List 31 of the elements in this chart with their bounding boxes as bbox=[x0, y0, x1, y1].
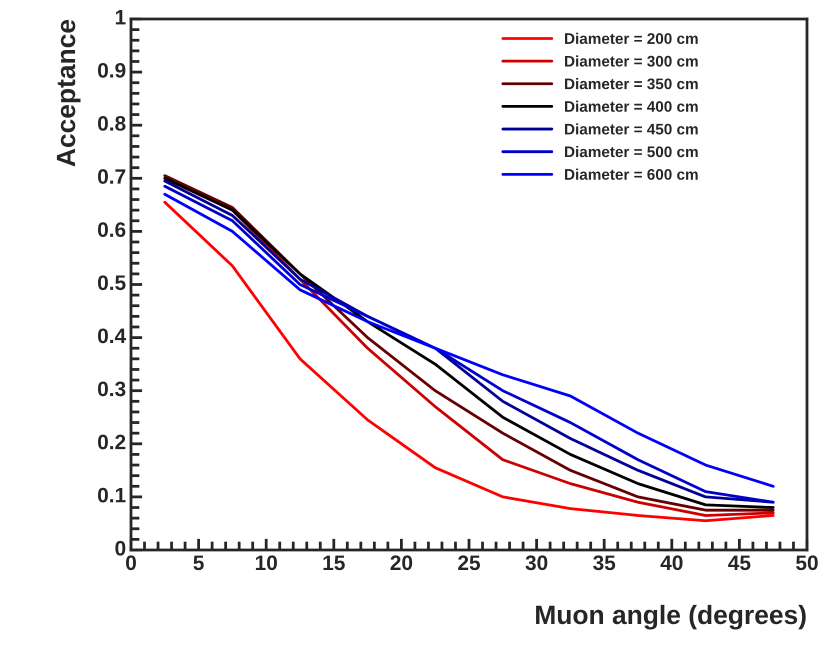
x-tick-label: 25 bbox=[458, 555, 480, 570]
legend-label: Diameter = 300 cm bbox=[565, 55, 698, 67]
legend-label: Diameter = 600 cm bbox=[565, 168, 698, 180]
x-axis-title: Muon angle (degrees) bbox=[536, 604, 806, 630]
x-tick-label: 50 bbox=[796, 555, 818, 570]
legend-label: Diameter = 500 cm bbox=[565, 146, 698, 158]
x-tick-label: 30 bbox=[525, 555, 548, 570]
y-tick-label: 0.8 bbox=[98, 116, 126, 131]
y-tick-label: 0.3 bbox=[98, 382, 126, 396]
y-axis-title: Acceptance bbox=[56, 20, 81, 166]
x-tick-label: 10 bbox=[256, 555, 277, 570]
x-tick-label: 35 bbox=[593, 555, 616, 570]
y-tick-label: 0.2 bbox=[98, 434, 126, 450]
y-tick-label: 0.4 bbox=[98, 328, 126, 344]
legend-label: Diameter = 200 cm bbox=[565, 32, 698, 44]
y-tick-label: 0.6 bbox=[98, 222, 126, 237]
x-tick-label: 40 bbox=[660, 555, 683, 570]
legend-label: Diameter = 350 cm bbox=[565, 78, 698, 90]
y-tick-label: 0 bbox=[115, 540, 126, 556]
legend-label: Diameter = 450 cm bbox=[565, 123, 698, 135]
legend-label: Diameter = 400 cm bbox=[565, 100, 698, 112]
y-tick-label: 0.5 bbox=[98, 275, 126, 290]
x-tick-label: 45 bbox=[728, 556, 750, 570]
x-tick-label: 5 bbox=[193, 556, 204, 570]
x-tick-label: 15 bbox=[324, 556, 345, 570]
y-tick-label: 1 bbox=[116, 10, 126, 24]
y-tick-label: 0.7 bbox=[98, 169, 126, 184]
y-tick-label: 0.9 bbox=[98, 62, 126, 78]
y-tick-label: 0.1 bbox=[98, 488, 126, 502]
x-tick-label: 20 bbox=[390, 555, 412, 570]
x-tick-label: 0 bbox=[126, 555, 136, 570]
